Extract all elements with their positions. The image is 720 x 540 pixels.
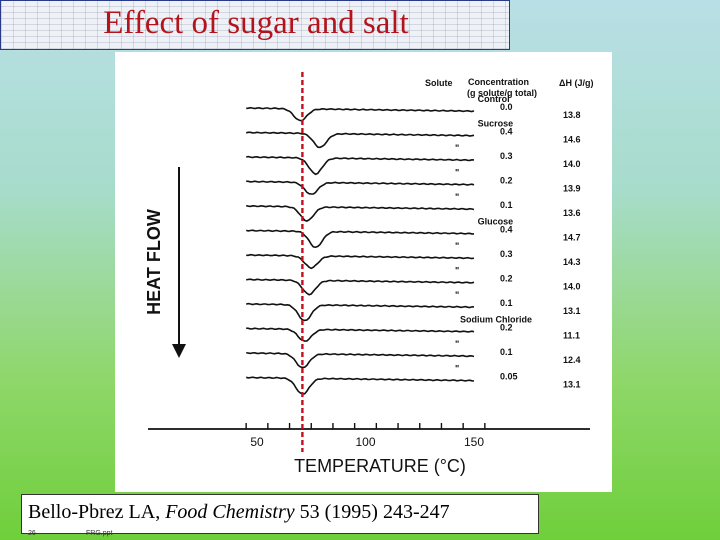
heat-flow-arrow-head [172,344,186,358]
series-solute-label: " [455,339,459,349]
thermogram-trace [246,155,475,176]
series-enthalpy-label: 14.3 [563,257,581,267]
series-concentration-label: 0.05 [500,372,518,382]
series-concentration-label: 0.1 [500,347,513,357]
thermogram-trace [246,253,475,270]
series-solute-label: Control [478,94,510,104]
thermogram-trace [246,278,475,296]
series-enthalpy-label: 13.1 [563,306,581,316]
series-concentration-label: 0.1 [500,298,513,308]
series-enthalpy-label: 13.1 [563,380,581,390]
x-tick-label: 50 [250,435,264,449]
series-solute-label: " [455,143,459,153]
citation-box: Bello-Pbrez LA, Food Chemistry 53 (1995)… [21,494,539,534]
file-label: FRG.ppt [86,530,113,537]
thermogram-trace [245,376,475,396]
series-enthalpy-label: 13.8 [563,110,581,120]
series-enthalpy-label: 14.6 [563,135,581,145]
slide-number: 26 [28,530,36,537]
thermogram-trace [246,180,475,195]
slide-title: Effect of sugar and salt [103,5,409,41]
header-concentration-units: (g solute/g total) [467,88,537,98]
series-enthalpy-label: 14.0 [563,282,581,292]
citation: Bello-Pbrez LA, Food Chemistry 53 (1995)… [28,501,450,524]
x-tick-label: 100 [355,435,375,449]
series-solute-label: " [455,168,459,178]
thermogram-trace [246,327,475,342]
series-enthalpy-label: 14.7 [563,233,581,243]
series-solute-label: " [455,241,459,251]
header-solute: Solute [425,78,453,88]
citation-details: 53 (1995) 243-247 [294,501,450,523]
thermogram-trace [246,351,475,369]
title-box: Effect of sugar and salt [0,0,510,50]
series-solute-label: " [455,192,459,202]
dsc-figure: HEAT FLOW 50 100 150 TEMPERATURE (°C) Solu… [115,52,612,492]
series-enthalpy-label: 14.0 [563,159,581,169]
header-concentration: Concentration [468,77,529,87]
trace-labels: Control0.013.8Sucrose0.414.6"0.314.0"0.2… [455,94,581,390]
series-solute-label: " [455,364,459,374]
series-concentration-label: 0.2 [500,176,513,186]
citation-journal: Food Chemistry [165,501,295,523]
citation-authors: Bello-Pbrez LA, [28,501,166,523]
series-concentration-label: 0.2 [500,323,513,333]
series-enthalpy-label: 11.1 [563,331,580,341]
series-concentration-label: 0.0 [500,102,513,112]
x-axis-label: TEMPERATURE (°C) [294,456,466,476]
header-enthalpy: ΔH (J/g) [559,78,593,88]
series-concentration-label: 0.1 [500,200,513,210]
series-solute-label: Sucrose [478,119,514,129]
thermogram-traces [245,106,475,396]
series-concentration-label: 0.3 [500,249,513,259]
series-solute-label: Glucose [478,217,514,227]
thermogram-trace [245,204,475,222]
x-tick-label: 150 [464,435,484,449]
dsc-thermogram-chart: HEAT FLOW 50 100 150 TEMPERATURE (°C) Solu… [144,72,593,476]
series-enthalpy-label: 13.6 [563,208,581,218]
series-concentration-label: 0.4 [500,127,513,137]
series-concentration-label: 0.4 [500,225,513,235]
y-axis-label: HEAT FLOW [144,209,164,315]
thermogram-trace [246,106,475,122]
series-concentration-label: 0.3 [500,151,513,161]
series-enthalpy-label: 13.9 [563,184,581,194]
series-concentration-label: 0.2 [500,274,513,284]
series-solute-label: " [455,290,459,300]
series-enthalpy-label: 12.4 [563,355,581,365]
thermogram-trace [246,302,475,322]
series-solute-label: " [455,266,459,276]
thermogram-trace [246,229,474,249]
x-axis-ticks: 50 100 150 [245,423,486,449]
thermogram-trace [246,131,475,149]
series-solute-label: Sodium Chloride [460,315,532,325]
